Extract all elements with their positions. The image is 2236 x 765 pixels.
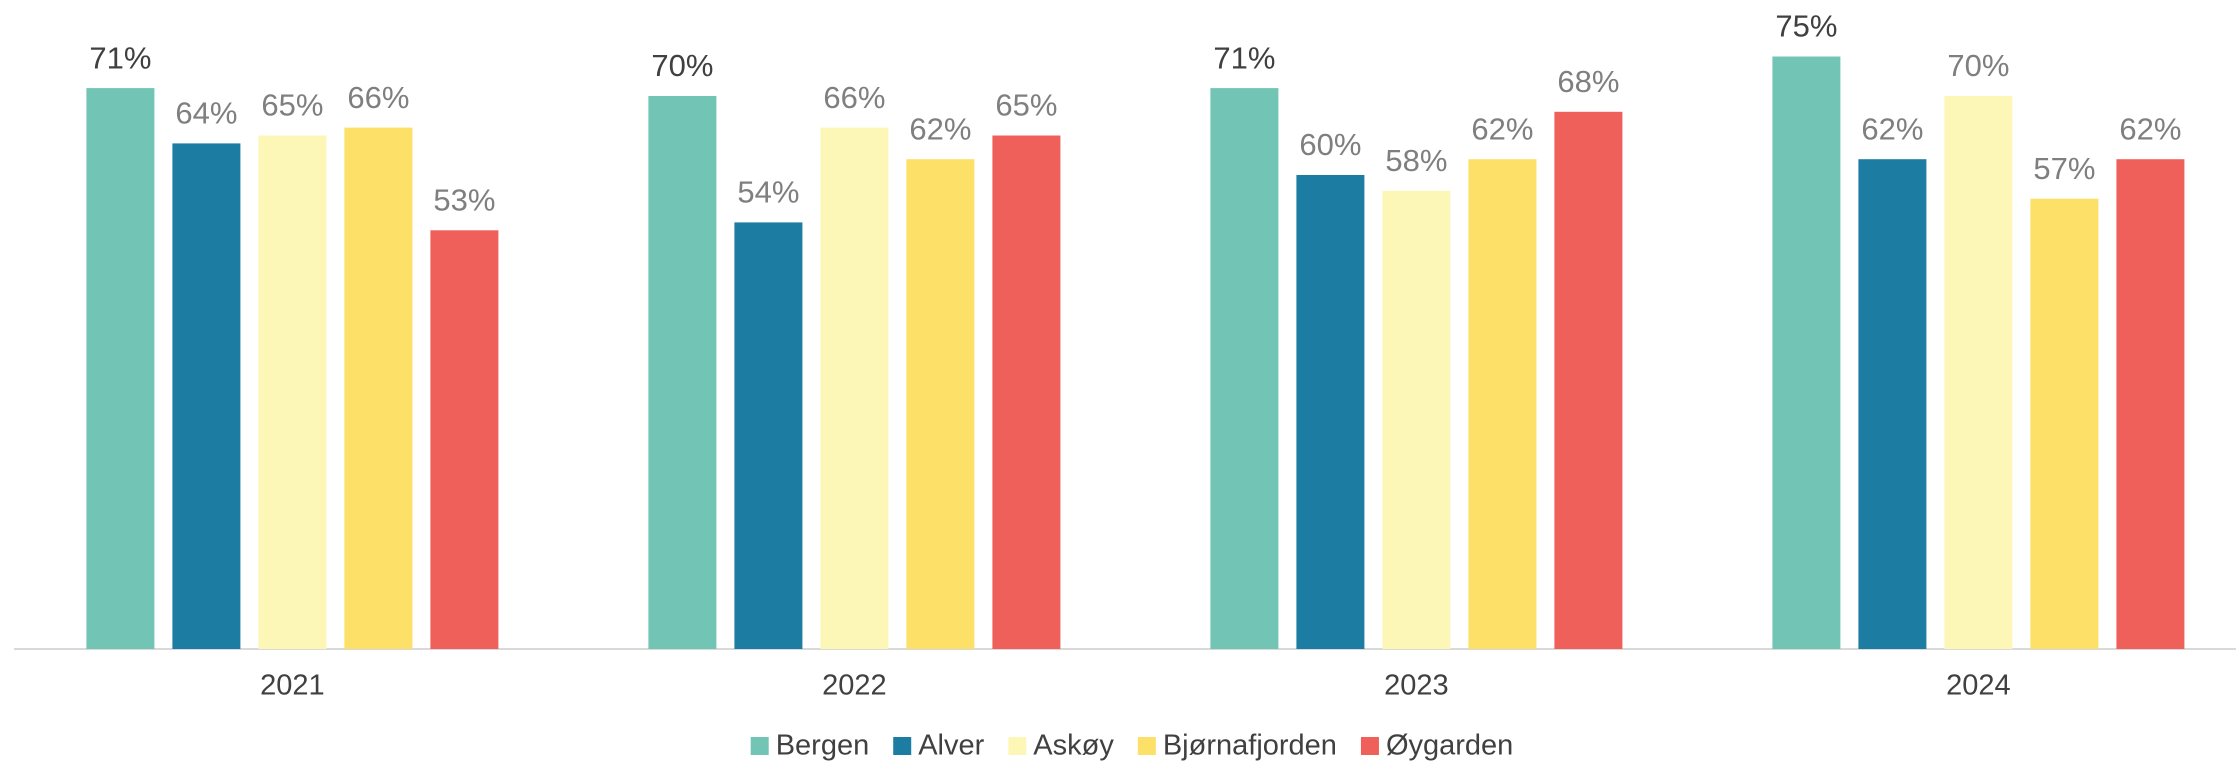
value-label: 71% bbox=[1213, 40, 1275, 75]
bar bbox=[992, 135, 1061, 649]
bar bbox=[344, 127, 413, 650]
value-label: 66% bbox=[347, 80, 409, 115]
x-tick-label: 2021 bbox=[260, 670, 325, 702]
value-label: 58% bbox=[1385, 143, 1447, 178]
legend-swatch bbox=[1137, 737, 1156, 755]
value-label: 65% bbox=[995, 88, 1057, 123]
value-label: 64% bbox=[175, 96, 237, 131]
value-label: 66% bbox=[823, 80, 885, 115]
legend-swatch bbox=[893, 737, 912, 755]
bar bbox=[1944, 96, 2013, 649]
bar bbox=[172, 143, 241, 649]
value-label: 60% bbox=[1299, 127, 1361, 162]
value-label: 70% bbox=[1947, 48, 2009, 83]
value-label: 62% bbox=[1471, 111, 1533, 146]
bar bbox=[1296, 175, 1365, 649]
legend-swatch bbox=[750, 737, 769, 755]
bar bbox=[906, 159, 975, 649]
bar bbox=[1554, 111, 1623, 650]
bar bbox=[1468, 159, 1537, 649]
bar bbox=[1772, 56, 1841, 649]
value-label: 71% bbox=[89, 40, 151, 75]
value-label: 68% bbox=[1557, 64, 1619, 99]
value-label: 62% bbox=[1861, 111, 1923, 146]
bar bbox=[430, 230, 499, 650]
legend-swatch bbox=[1008, 737, 1027, 755]
value-label: 62% bbox=[2119, 111, 2181, 146]
value-label: 54% bbox=[737, 175, 799, 210]
bar bbox=[2030, 198, 2099, 649]
value-label: 70% bbox=[651, 48, 713, 83]
value-label: 65% bbox=[261, 88, 323, 123]
value-label: 57% bbox=[2033, 151, 2095, 186]
legend-label: Bergen bbox=[776, 730, 870, 762]
legend-swatch bbox=[1360, 737, 1379, 755]
legend-label: Askøy bbox=[1033, 730, 1114, 762]
legend-label: Bjørnafjorden bbox=[1163, 730, 1337, 762]
bar bbox=[2116, 159, 2185, 649]
legend-label: Alver bbox=[918, 730, 984, 762]
legend-label: Øygarden bbox=[1386, 730, 1513, 762]
value-label: 53% bbox=[433, 182, 495, 217]
x-tick-label: 2024 bbox=[1946, 670, 2011, 702]
bar bbox=[1210, 88, 1279, 650]
x-tick-label: 2023 bbox=[1384, 670, 1449, 702]
bar bbox=[648, 96, 717, 649]
bar bbox=[734, 222, 803, 649]
value-label: 62% bbox=[909, 111, 971, 146]
value-label: 75% bbox=[1775, 9, 1837, 44]
bar bbox=[1858, 159, 1927, 649]
bar bbox=[1382, 190, 1451, 650]
x-tick-label: 2022 bbox=[822, 670, 887, 702]
bar bbox=[820, 127, 889, 650]
bar bbox=[86, 88, 155, 650]
bar bbox=[258, 135, 327, 649]
